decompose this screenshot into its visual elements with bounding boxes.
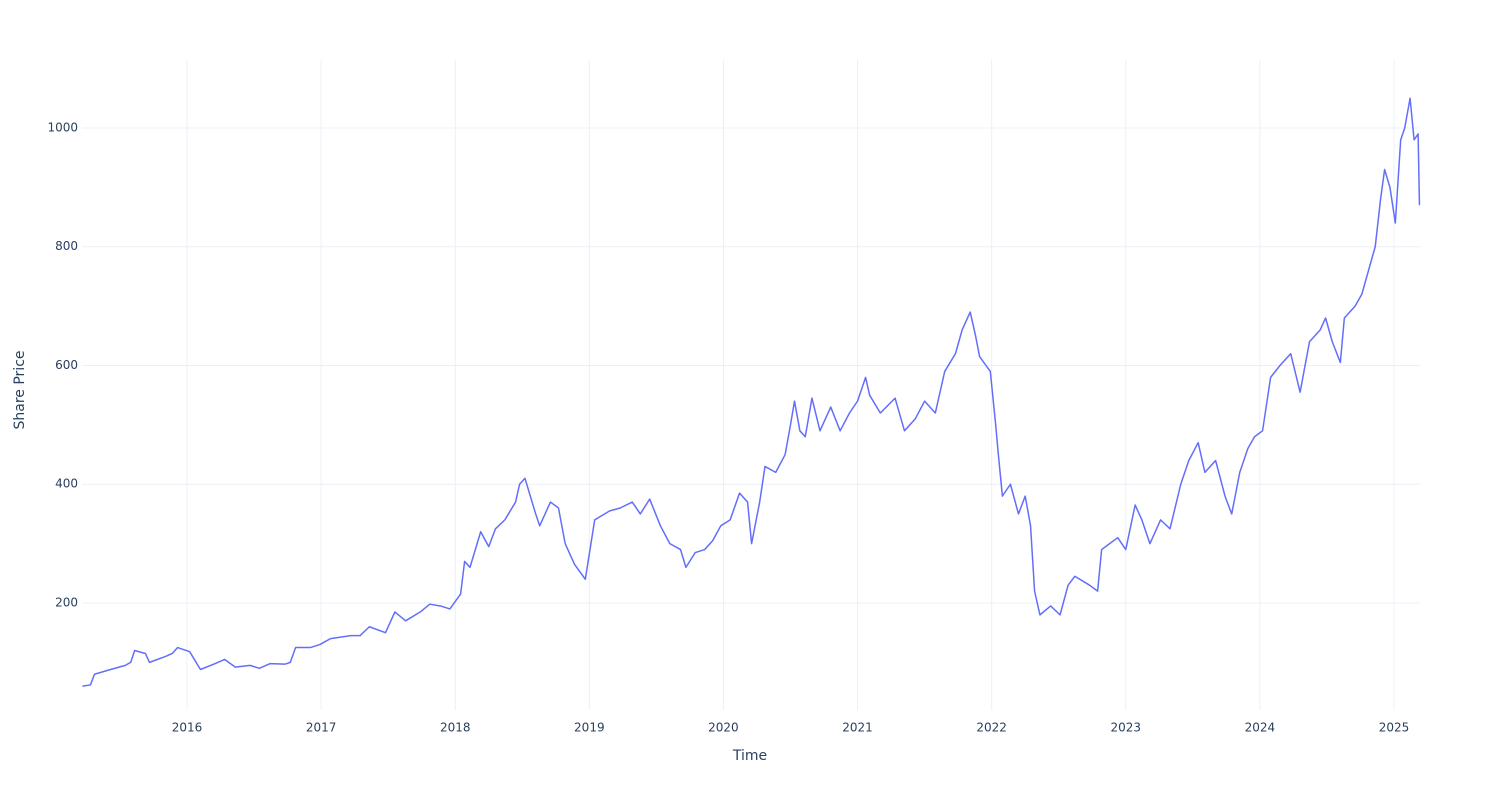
x-tick-label: 2016: [172, 721, 203, 735]
x-tick-label: 2019: [574, 721, 605, 735]
x-axis-title: Time: [732, 748, 767, 764]
y-tick-label: 1000: [47, 120, 78, 134]
x-tick-label: 2020: [708, 721, 739, 735]
y-tick-label: 400: [55, 477, 78, 491]
x-tick-label: 2025: [1379, 721, 1410, 735]
x-tick-label: 2024: [1245, 721, 1276, 735]
x-tick-label: 2022: [976, 721, 1007, 735]
x-tick-label: 2021: [842, 721, 873, 735]
y-tick-label: 200: [55, 596, 78, 610]
x-tick-label: 2017: [306, 721, 337, 735]
y-tick-label: 600: [55, 358, 78, 372]
x-tick-label: 2018: [440, 721, 471, 735]
y-tick-label: 800: [55, 239, 78, 253]
price-line: [82, 97, 1421, 687]
grid-layer: [82, 60, 1420, 710]
x-tick-label: 2023: [1110, 721, 1141, 735]
y-axis-title: Share Price: [12, 350, 28, 429]
